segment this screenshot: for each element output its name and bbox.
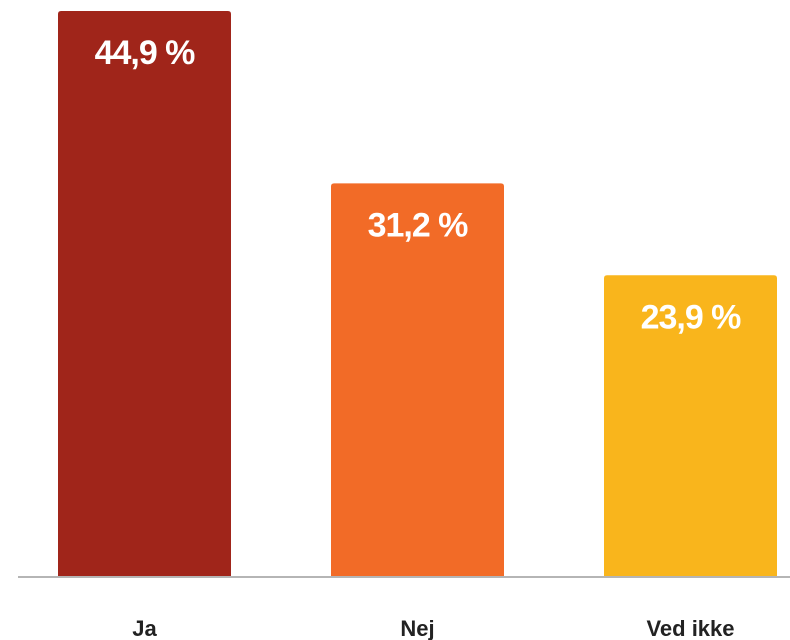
bar <box>604 275 777 576</box>
bar <box>58 11 231 576</box>
value-label: 31,2 % <box>368 206 469 244</box>
bar <box>331 183 504 576</box>
x-tick-label: Ved ikke <box>646 616 734 640</box>
value-label: 44,9 % <box>95 34 196 72</box>
value-label: 23,9 % <box>641 298 742 336</box>
x-tick-label: Ja <box>132 616 157 640</box>
x-tick-label: Nej <box>400 616 434 640</box>
